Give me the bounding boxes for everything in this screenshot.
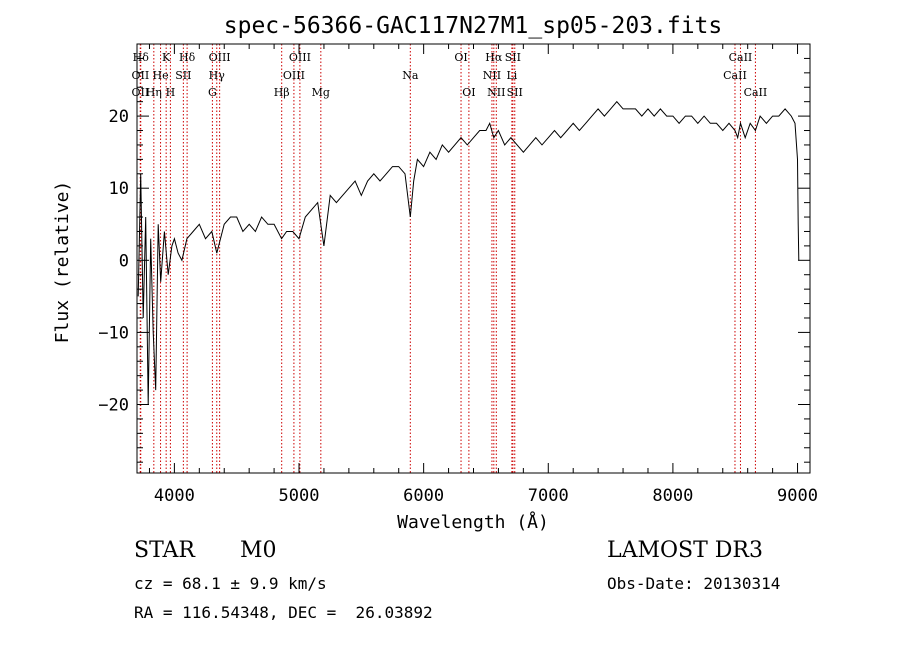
line-marker-label-7: SII [505,51,521,64]
x-tick-label-2: 6000 [403,486,444,506]
object-subclass: M0 [240,538,277,563]
x-tick-label-3: 7000 [528,486,569,506]
line-marker-label-10: He [153,69,169,82]
y-tick-label-1: −10 [98,323,129,343]
axis-ticks: 4000 5000 6000 7000 8000 9000 −20 −10 0 10 20 [98,44,818,506]
line-marker-label-27: CaII [744,86,768,99]
line-marker-label-24: OI [462,86,475,99]
line-marker-label-25: NII [487,86,505,99]
line-marker-label-19: Hη [146,86,162,99]
line-marker-label-2: Hδ [179,51,196,64]
plot-frame [136,43,811,474]
line-marker-label-22: Hβ [274,86,290,99]
redshift-value: cz = 68.1 ± 9.9 km/s [134,574,327,593]
line-marker-label-11: SII [175,69,191,82]
line-marker-label-3: OIII [209,51,231,64]
x-tick-label-1: 5000 [279,486,320,506]
coordinates: RA = 116.54348, DEC = 26.03892 [134,603,433,622]
line-marker-label-8: CaII [729,51,753,64]
survey-name: LAMOST DR3 [607,538,763,563]
emission-line-markers [139,44,756,473]
line-marker-label-18: OII [132,86,150,99]
observation-date: Obs-Date: 20130314 [607,574,781,593]
line-marker-label-0: Hδ [133,51,150,64]
line-marker-label-15: NII [483,69,501,82]
y-tick-label-3: 10 [109,179,129,199]
object-class: STAR [134,538,195,563]
x-tick-label-4: 8000 [652,486,693,506]
line-marker-label-12: Hγ [209,69,226,82]
spectrum-series-line [137,100,800,405]
line-marker-label-4: OIII [289,51,311,64]
line-marker-label-1: K [162,51,171,64]
x-tick-label-0: 4000 [154,486,195,506]
chart-title: spec-56366-GAC117N27M1_sp05-203.fits [224,13,723,39]
line-marker-label-5: OI [454,51,467,64]
line-marker-label-23: Mg [312,86,330,99]
y-tick-label-0: −20 [98,396,129,416]
line-marker-label-21: G [208,86,217,99]
line-marker-label-20: H [166,86,176,99]
x-tick-label-5: 9000 [777,486,818,506]
line-marker-label-26: SII [507,86,523,99]
line-marker-label-16: Li [506,69,517,82]
line-marker-label-17: CaII [723,69,747,82]
x-axis-label: Wavelength (Å) [397,511,549,533]
line-marker-label-13: OIII [283,69,305,82]
line-marker-label-14: Na [402,69,419,82]
y-tick-label-4: 20 [109,107,129,127]
y-axis-label: Flux (relative) [52,181,73,344]
y-tick-label-2: 0 [119,251,129,271]
line-marker-label-6: Hα [485,51,503,64]
line-marker-label-9: OII [132,69,150,82]
